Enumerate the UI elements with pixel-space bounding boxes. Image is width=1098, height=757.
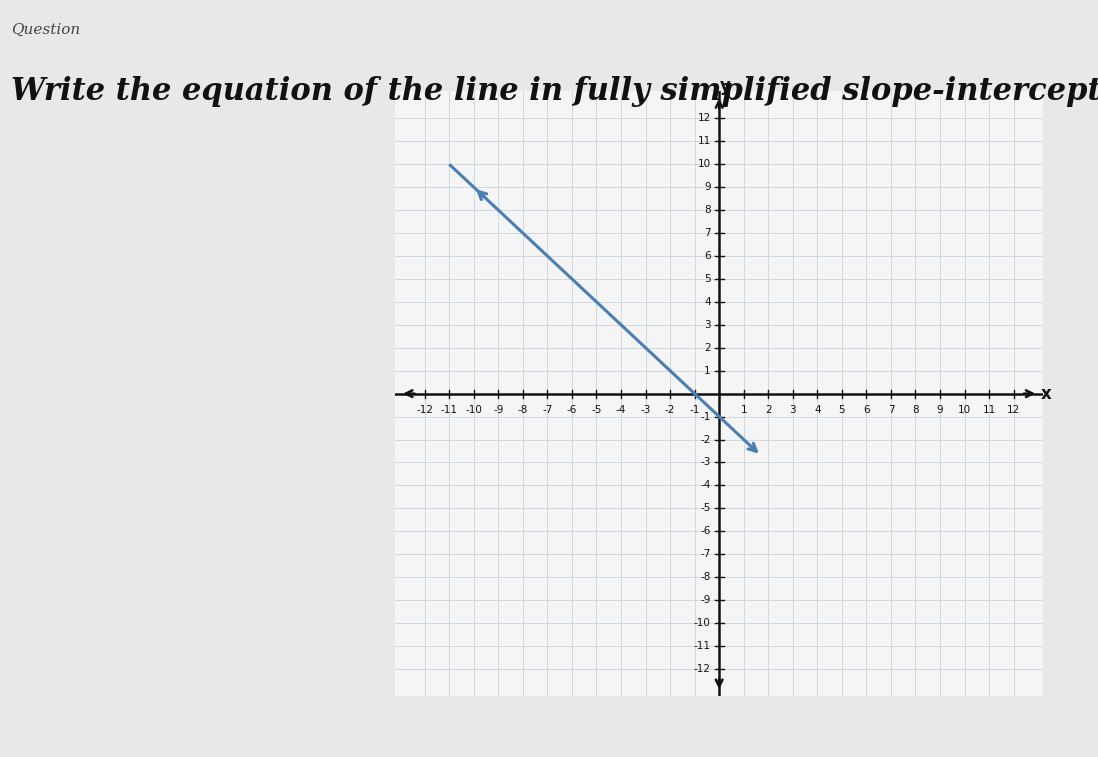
Text: -3: -3 <box>640 405 651 415</box>
Text: 4: 4 <box>814 405 820 415</box>
Text: -10: -10 <box>694 618 710 628</box>
Text: 2: 2 <box>704 343 710 353</box>
Text: -6: -6 <box>567 405 578 415</box>
Text: 12: 12 <box>697 114 710 123</box>
Text: 4: 4 <box>704 297 710 307</box>
Text: -1: -1 <box>701 412 710 422</box>
Text: -11: -11 <box>440 405 458 415</box>
Text: 6: 6 <box>863 405 870 415</box>
Text: 9: 9 <box>704 182 710 192</box>
Text: 11: 11 <box>983 405 996 415</box>
Text: -7: -7 <box>701 550 710 559</box>
Text: 8: 8 <box>912 405 919 415</box>
Text: 5: 5 <box>704 274 710 284</box>
Text: -1: -1 <box>690 405 699 415</box>
Text: x: x <box>1041 385 1052 403</box>
Text: 10: 10 <box>959 405 971 415</box>
Text: -3: -3 <box>701 457 710 468</box>
Text: 9: 9 <box>937 405 943 415</box>
Text: -2: -2 <box>701 435 710 444</box>
Text: 7: 7 <box>887 405 894 415</box>
Text: 1: 1 <box>740 405 747 415</box>
Text: 11: 11 <box>697 136 710 146</box>
Text: -12: -12 <box>416 405 434 415</box>
Text: -4: -4 <box>616 405 626 415</box>
Text: 3: 3 <box>789 405 796 415</box>
Text: 3: 3 <box>704 319 710 330</box>
Text: 8: 8 <box>704 205 710 215</box>
Text: -12: -12 <box>694 664 710 674</box>
Text: 2: 2 <box>765 405 772 415</box>
Text: -9: -9 <box>493 405 504 415</box>
Text: -4: -4 <box>701 481 710 491</box>
Text: 7: 7 <box>704 228 710 238</box>
Text: -8: -8 <box>701 572 710 582</box>
Text: -2: -2 <box>665 405 675 415</box>
Text: y: y <box>720 77 731 95</box>
Text: -5: -5 <box>592 405 602 415</box>
Text: Write the equation of the line in fully simplified slope-intercept form.: Write the equation of the line in fully … <box>11 76 1098 107</box>
Text: 12: 12 <box>1007 405 1020 415</box>
Text: -9: -9 <box>701 595 710 605</box>
Text: -10: -10 <box>466 405 482 415</box>
Text: 6: 6 <box>704 251 710 261</box>
Text: -7: -7 <box>542 405 552 415</box>
Text: -6: -6 <box>701 526 710 536</box>
Text: 1: 1 <box>704 366 710 375</box>
Text: 5: 5 <box>839 405 845 415</box>
Text: -5: -5 <box>701 503 710 513</box>
Text: -11: -11 <box>694 641 710 651</box>
Text: 10: 10 <box>697 159 710 170</box>
Text: -8: -8 <box>517 405 528 415</box>
Text: Question: Question <box>11 23 80 36</box>
